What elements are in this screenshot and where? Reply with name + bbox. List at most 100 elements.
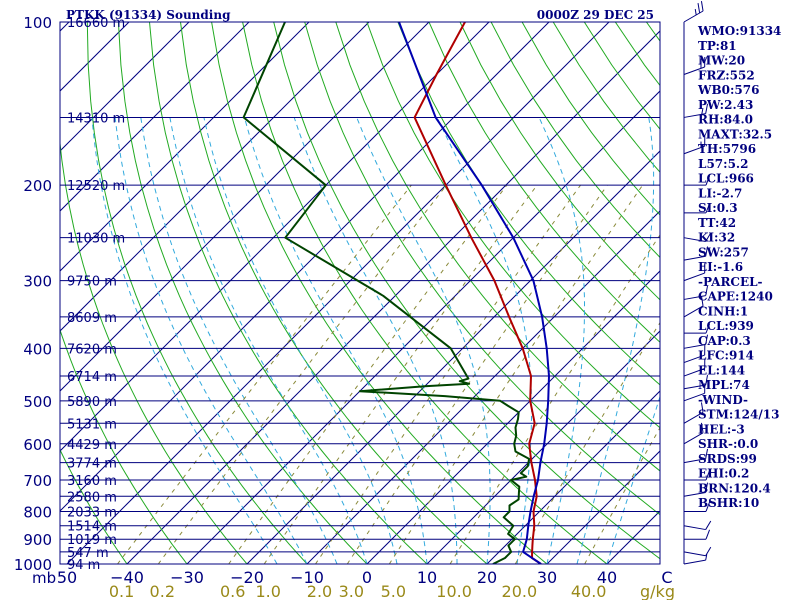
dry-adiabat-line: [273, 22, 660, 560]
wind-barb-flag: [705, 246, 709, 257]
moist-adiabat-line: [606, 395, 660, 564]
pressure-tick-label: 600: [23, 436, 52, 454]
wind-barb-flag: [700, 402, 704, 413]
wind-barb-staff: [683, 411, 704, 424]
height-label: 547 m: [67, 546, 109, 561]
moist-adiabat-line: [114, 117, 308, 564]
index-entry: LFC:914: [698, 349, 754, 363]
isotherm-line: [246, 150, 660, 564]
wind-barb-staff: [683, 344, 706, 349]
moist-adiabat-line: [538, 117, 585, 564]
wind-barb: [683, 383, 706, 402]
wind-barb-flag: [705, 203, 711, 214]
wind-barb: [683, 295, 704, 318]
moist-adiabat-line: [436, 117, 533, 564]
moist-adiabat-line: [203, 117, 398, 564]
wind-barb-flag: [705, 334, 709, 345]
wind-barb: [684, 203, 711, 214]
isotherm-line: [60, 22, 250, 212]
index-entry: -WIND-: [698, 393, 748, 407]
wind-barb-staff: [683, 384, 706, 390]
pressure-tick-label: 500: [23, 393, 52, 411]
index-entry: MW:20: [698, 54, 745, 68]
index-entry: STM:124/13: [698, 408, 779, 422]
index-entry: WMO:91334: [697, 24, 781, 38]
index-entry: BSHR:10: [698, 496, 759, 510]
wind-barb-flag: [705, 554, 708, 561]
mixing-ratio-label: 40.0: [571, 582, 607, 600]
mixing-ratio-label: 0.6: [220, 582, 245, 600]
mixing-ratio-label: 1.0: [255, 582, 280, 600]
index-entry: TH:5796: [698, 142, 756, 156]
temperature-profile-line: [413, 22, 542, 564]
wind-barb-staff: [683, 10, 704, 23]
temperature-tick-label: 50: [57, 568, 77, 587]
index-entry: LCL:939: [698, 319, 754, 333]
index-entry: WB0:576: [697, 83, 759, 97]
wind-barb: [683, 246, 709, 261]
index-entry: RH:84.0: [698, 113, 753, 127]
index-entry: L57:5.2: [698, 157, 748, 171]
wind-barb: [683, 375, 709, 390]
index-entry: LCL:966: [698, 172, 754, 186]
temperature-tick-label: 10: [417, 568, 437, 587]
mixing-ratio-label: 2.0: [307, 582, 332, 600]
index-entry: SI:0.3: [698, 201, 738, 215]
wind-barb-flag: [705, 232, 712, 242]
wind-barb-flag: [700, 295, 704, 306]
mixing-ratio-line: [388, 184, 644, 564]
temperature-tick-label: −20: [230, 568, 264, 587]
background-grid: [0, 22, 660, 564]
isotherm-line: [60, 22, 190, 152]
wind-barb: [683, 285, 709, 300]
height-label: 5131 m: [67, 417, 117, 432]
mixing-ratio-label: 5.0: [381, 582, 406, 600]
isotherm-line: [426, 330, 660, 564]
wind-barb-staff: [683, 392, 705, 402]
mixing-ratio-line: [449, 234, 660, 564]
wind-barb: [684, 323, 711, 334]
wind-barb-staff: [683, 551, 706, 557]
height-label: 8609 m: [67, 311, 117, 326]
wind-barb-staff: [683, 458, 706, 464]
index-entry: TT:42: [698, 216, 736, 230]
wind-barb: [683, 232, 712, 242]
wind-barb-staff: [683, 491, 706, 497]
moist-adiabat-line: [140, 117, 338, 564]
wind-barb-staff: [683, 272, 705, 282]
wind-barb-column: [683, 1, 712, 565]
wind-barb-flag: [705, 470, 711, 481]
pressure-unit-label: mb: [32, 569, 56, 587]
dry-adiabat-line: [117, 22, 368, 564]
wind-barb: [683, 263, 706, 282]
mixing-ratio-label: 0.1: [109, 582, 134, 600]
parcel-path-line: [398, 22, 550, 564]
index-entry: MAXT:32.5: [698, 127, 772, 141]
dewpoint-profile-line: [242, 22, 531, 564]
temperature-tick-label: 40: [597, 568, 617, 587]
mixing-ratio-line: [117, 184, 412, 564]
mixing-ratio-line: [157, 184, 447, 564]
isotherm-line: [306, 210, 660, 564]
mixing-ratio-line: [315, 184, 581, 564]
pressure-tick-label: 400: [23, 340, 52, 358]
pressure-tick-label: 300: [23, 273, 52, 291]
index-entry: EL:144: [698, 363, 745, 377]
pressure-tick-label: 700: [23, 472, 52, 490]
height-label: 1514 m: [67, 520, 117, 535]
temperature-tick-label: 30: [537, 568, 557, 587]
height-label: 1019 m: [67, 533, 117, 548]
pressure-tick-label: 100: [23, 14, 52, 32]
wind-barb: [683, 345, 706, 364]
index-entry: FRZ:552: [698, 68, 755, 82]
index-entry: LI:-2.7: [698, 186, 742, 200]
wind-barb: [683, 422, 704, 445]
isotherm-line: [0, 22, 9, 564]
index-entry: EI:-1.6: [698, 260, 743, 274]
isotherm-line: [486, 390, 660, 564]
wind-barb-flag: [705, 520, 712, 530]
wind-barb: [683, 448, 709, 464]
isotherm-line: [126, 30, 660, 564]
index-entry: CINH:1: [698, 304, 748, 318]
